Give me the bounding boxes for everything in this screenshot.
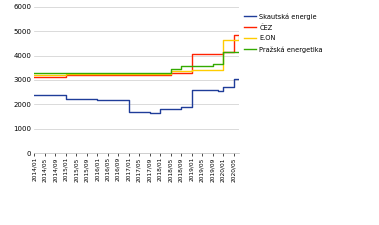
Skautská energie xyxy=(184,105,189,108)
Pražská energetika xyxy=(236,51,241,54)
Skautská energie xyxy=(236,78,241,81)
Pražská energetika xyxy=(126,72,131,74)
Skautská energie xyxy=(231,78,236,81)
Skautská energie xyxy=(84,98,89,101)
Pražská energetika xyxy=(231,51,236,54)
E.ON xyxy=(189,70,194,72)
ČEZ xyxy=(158,74,162,76)
E.ON xyxy=(200,68,204,71)
E.ON xyxy=(158,73,162,75)
ČEZ xyxy=(221,53,225,55)
Pražská energetika xyxy=(168,68,173,70)
Pražská energetika xyxy=(200,65,204,67)
ČEZ xyxy=(168,72,173,74)
Pražská energetika xyxy=(95,72,99,74)
Pražská energetika xyxy=(179,65,183,68)
ČEZ xyxy=(95,74,99,76)
Skautská energie xyxy=(116,99,121,101)
Pražská energetika xyxy=(63,72,68,74)
Pražská energetika xyxy=(231,51,236,54)
Pražská energetika xyxy=(63,72,68,74)
ČEZ xyxy=(158,74,162,76)
E.ON xyxy=(126,73,131,75)
E.ON xyxy=(126,73,131,75)
ČEZ xyxy=(95,74,99,76)
ČEZ xyxy=(221,51,225,53)
Line: Skautská energie: Skautská energie xyxy=(34,79,239,113)
ČEZ xyxy=(200,53,204,55)
ČEZ xyxy=(179,72,183,74)
Skautská energie xyxy=(116,99,121,101)
E.ON xyxy=(179,70,183,72)
Skautská energie xyxy=(152,111,157,114)
Pražská energetika xyxy=(200,65,204,67)
E.ON xyxy=(179,70,183,72)
ČEZ xyxy=(63,74,68,76)
ČEZ xyxy=(236,34,241,36)
Skautská energie xyxy=(147,111,152,114)
Legend: Skautská energie, ČEZ, E.ON, Pražská energetika: Skautská energie, ČEZ, E.ON, Pražská ene… xyxy=(244,13,323,52)
Pražská energetika xyxy=(221,51,225,54)
Pražská energetika xyxy=(221,62,225,65)
ČEZ xyxy=(210,53,215,55)
Line: Pražská energetika: Pražská energetika xyxy=(34,52,239,73)
Pražská energetika xyxy=(179,68,183,70)
E.ON xyxy=(63,74,68,77)
Pražská energetika xyxy=(158,72,162,74)
Pražská energetika xyxy=(210,65,215,67)
ČEZ xyxy=(236,34,241,36)
E.ON xyxy=(168,73,173,75)
Pražská energetika xyxy=(189,65,194,68)
E.ON xyxy=(63,73,68,75)
Line: ČEZ: ČEZ xyxy=(34,35,239,77)
ČEZ xyxy=(210,53,215,55)
E.ON xyxy=(95,73,99,75)
ČEZ xyxy=(179,72,183,74)
E.ON xyxy=(32,74,36,77)
Line: E.ON: E.ON xyxy=(34,37,239,75)
Pražská energetika xyxy=(126,72,131,74)
ČEZ xyxy=(231,51,236,53)
ČEZ xyxy=(189,72,194,74)
Pražská energetika xyxy=(158,72,162,74)
E.ON xyxy=(168,70,173,72)
Pražská energetika xyxy=(236,51,241,54)
Pražská energetika xyxy=(32,72,36,74)
E.ON xyxy=(231,38,236,41)
ČEZ xyxy=(32,75,36,78)
E.ON xyxy=(189,68,194,71)
Pražská energetika xyxy=(95,72,99,74)
ČEZ xyxy=(189,53,194,55)
ČEZ xyxy=(126,74,131,76)
Skautská energie xyxy=(32,94,36,96)
E.ON xyxy=(236,36,241,38)
ČEZ xyxy=(126,74,131,76)
E.ON xyxy=(221,68,225,71)
Pražská energetika xyxy=(168,72,173,74)
E.ON xyxy=(210,68,215,71)
E.ON xyxy=(210,68,215,71)
E.ON xyxy=(221,38,225,41)
E.ON xyxy=(158,73,162,75)
Skautská energie xyxy=(89,98,94,101)
Pražská energetika xyxy=(189,65,194,67)
ČEZ xyxy=(168,74,173,76)
ČEZ xyxy=(200,53,204,55)
E.ON xyxy=(236,38,241,41)
ČEZ xyxy=(63,75,68,78)
ČEZ xyxy=(231,34,236,36)
E.ON xyxy=(200,68,204,71)
Pražská energetika xyxy=(210,62,215,65)
E.ON xyxy=(231,38,236,41)
E.ON xyxy=(95,73,99,75)
